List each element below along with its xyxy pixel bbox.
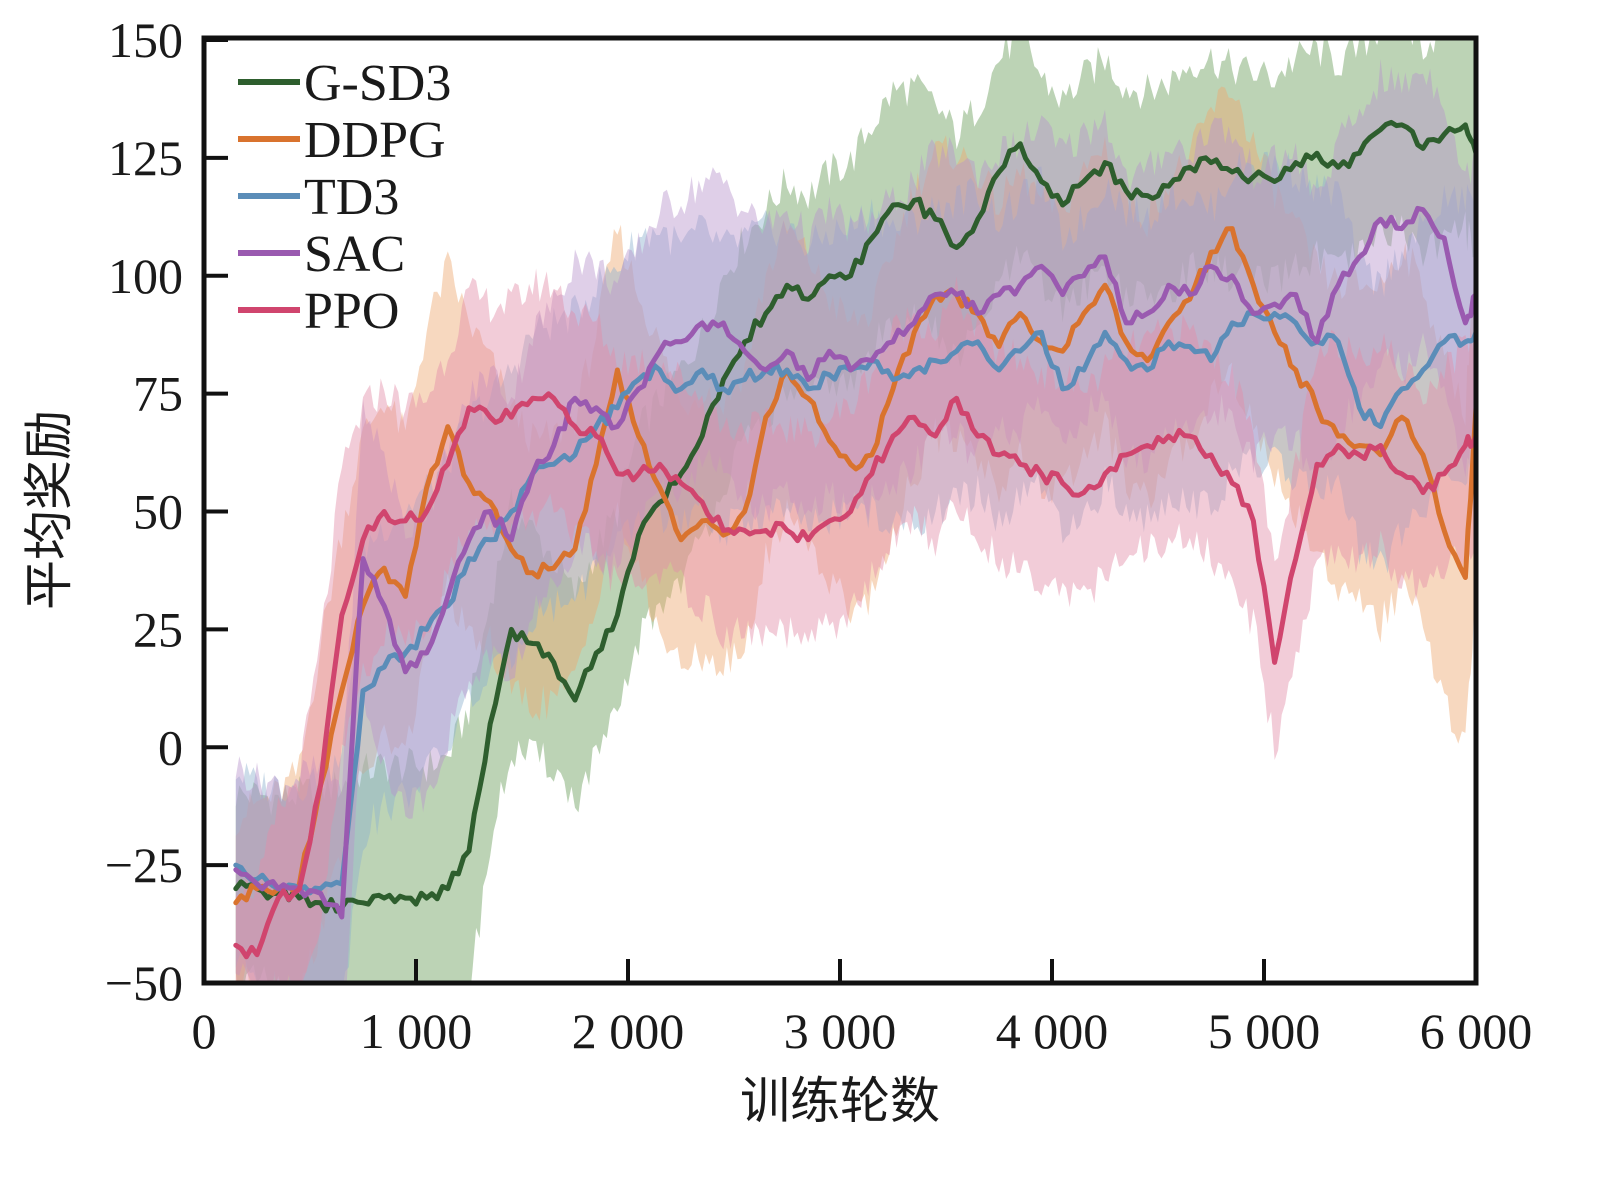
y-tick-label: 100: [108, 248, 183, 304]
line-ddpg: [233, 226, 1476, 906]
x-tick-label: 5 000: [1208, 1003, 1321, 1059]
x-tick-label: 6 000: [1420, 1003, 1533, 1059]
line-sac: [233, 205, 1476, 920]
legend-label-ppo: PPO: [304, 283, 399, 340]
y-tick-label: 75: [133, 366, 183, 422]
y-tick-label: 150: [108, 12, 183, 68]
x-tick-label: 0: [192, 1003, 217, 1059]
y-tick-label: 125: [108, 130, 183, 186]
y-tick-label: −50: [105, 955, 183, 1011]
x-tick-label: 4 000: [996, 1003, 1109, 1059]
line-g-sd3: [233, 119, 1476, 914]
y-tick-label: 25: [133, 601, 183, 657]
legend-label-ddpg: DDPG: [304, 112, 446, 169]
x-axis-title: 训练轮数: [740, 1072, 940, 1130]
series-lines: [233, 119, 1476, 960]
y-axis: −50 −25 0 25 50 75 100 125 150: [105, 12, 228, 1011]
band-ddpg: [235, 86, 1476, 983]
y-tick-label: 50: [133, 484, 183, 540]
band-g-sd3: [235, 40, 1476, 983]
legend-label-sac: SAC: [304, 226, 405, 283]
legend-label-td3: TD3: [304, 169, 399, 226]
x-tick-label: 1 000: [360, 1003, 473, 1059]
band-ppo: [235, 268, 1476, 983]
y-axis-title: 平均奖励: [20, 410, 78, 610]
x-tick-label: 3 000: [784, 1003, 897, 1059]
y-tick-label: −25: [105, 837, 183, 893]
line-ppo: [233, 391, 1476, 960]
legend-label-g-sd3: G-SD3: [304, 55, 451, 112]
y-tick-label: 0: [158, 719, 183, 775]
x-axis: 0 1 000 2 000 3 000 4 000 5 000 6 000: [192, 959, 1533, 1059]
band-td3: [235, 151, 1476, 983]
x-tick-label: 2 000: [572, 1003, 685, 1059]
